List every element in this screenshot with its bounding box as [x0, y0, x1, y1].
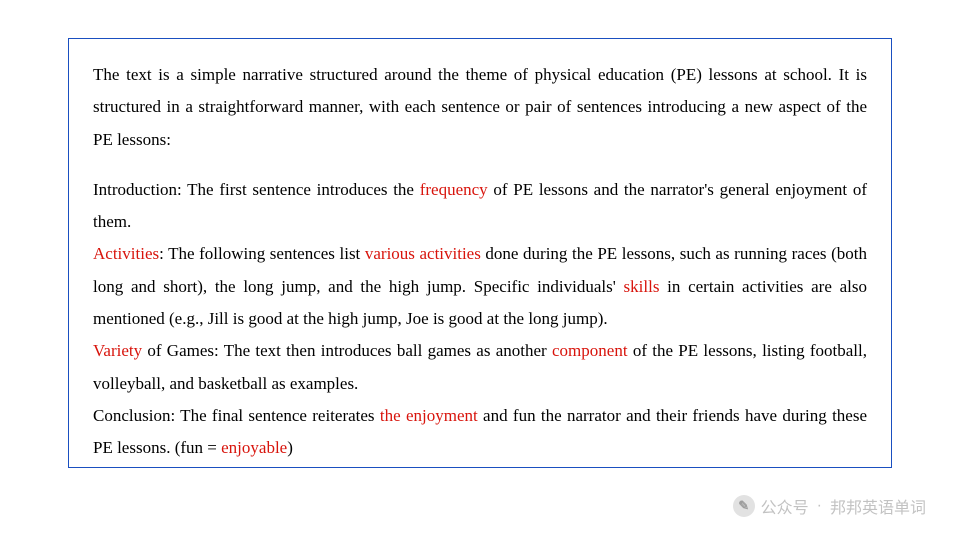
section-conclusion: Conclusion: The final sentence reiterate… — [93, 400, 867, 465]
highlight-various-activities: various activities — [365, 244, 481, 263]
highlight-skills: skills — [624, 277, 660, 296]
watermark-label-1: 公众号 — [761, 494, 809, 518]
intro-text: The text is a simple narrative structure… — [93, 65, 867, 149]
section-introduction: Introduction: The first sentence introdu… — [93, 174, 867, 239]
highlight-enjoyable: enjoyable — [221, 438, 287, 457]
watermark-label-2: 邦邦英语单词 — [830, 494, 926, 518]
highlight-frequency: frequency — [420, 180, 488, 199]
paragraph-gap — [93, 156, 867, 174]
watermark-separator: · — [817, 497, 822, 515]
section-variety: Variety of Games: The text then introduc… — [93, 335, 867, 400]
sec2-t1: : The following sentences list — [159, 244, 365, 263]
sec4-t1: Conclusion: The final sentence reiterate… — [93, 406, 380, 425]
wechat-icon: ✎ — [733, 495, 755, 517]
sec1-lead: Introduction: The first sentence introdu… — [93, 180, 420, 199]
section-activities: Activities: The following sentences list… — [93, 238, 867, 335]
content-frame: The text is a simple narrative structure… — [68, 38, 892, 468]
highlight-variety-label: Variety — [93, 341, 142, 360]
watermark: ✎ 公众号 · 邦邦英语单词 — [733, 494, 926, 518]
wechat-icon-glyph: ✎ — [738, 498, 749, 514]
highlight-activities-label: Activities — [93, 244, 159, 263]
sec4-t3: ) — [287, 438, 293, 457]
sec3-t1: of Games: The text then introduces ball … — [142, 341, 552, 360]
highlight-component: component — [552, 341, 628, 360]
highlight-enjoyment: the enjoyment — [380, 406, 478, 425]
intro-paragraph: The text is a simple narrative structure… — [93, 59, 867, 156]
